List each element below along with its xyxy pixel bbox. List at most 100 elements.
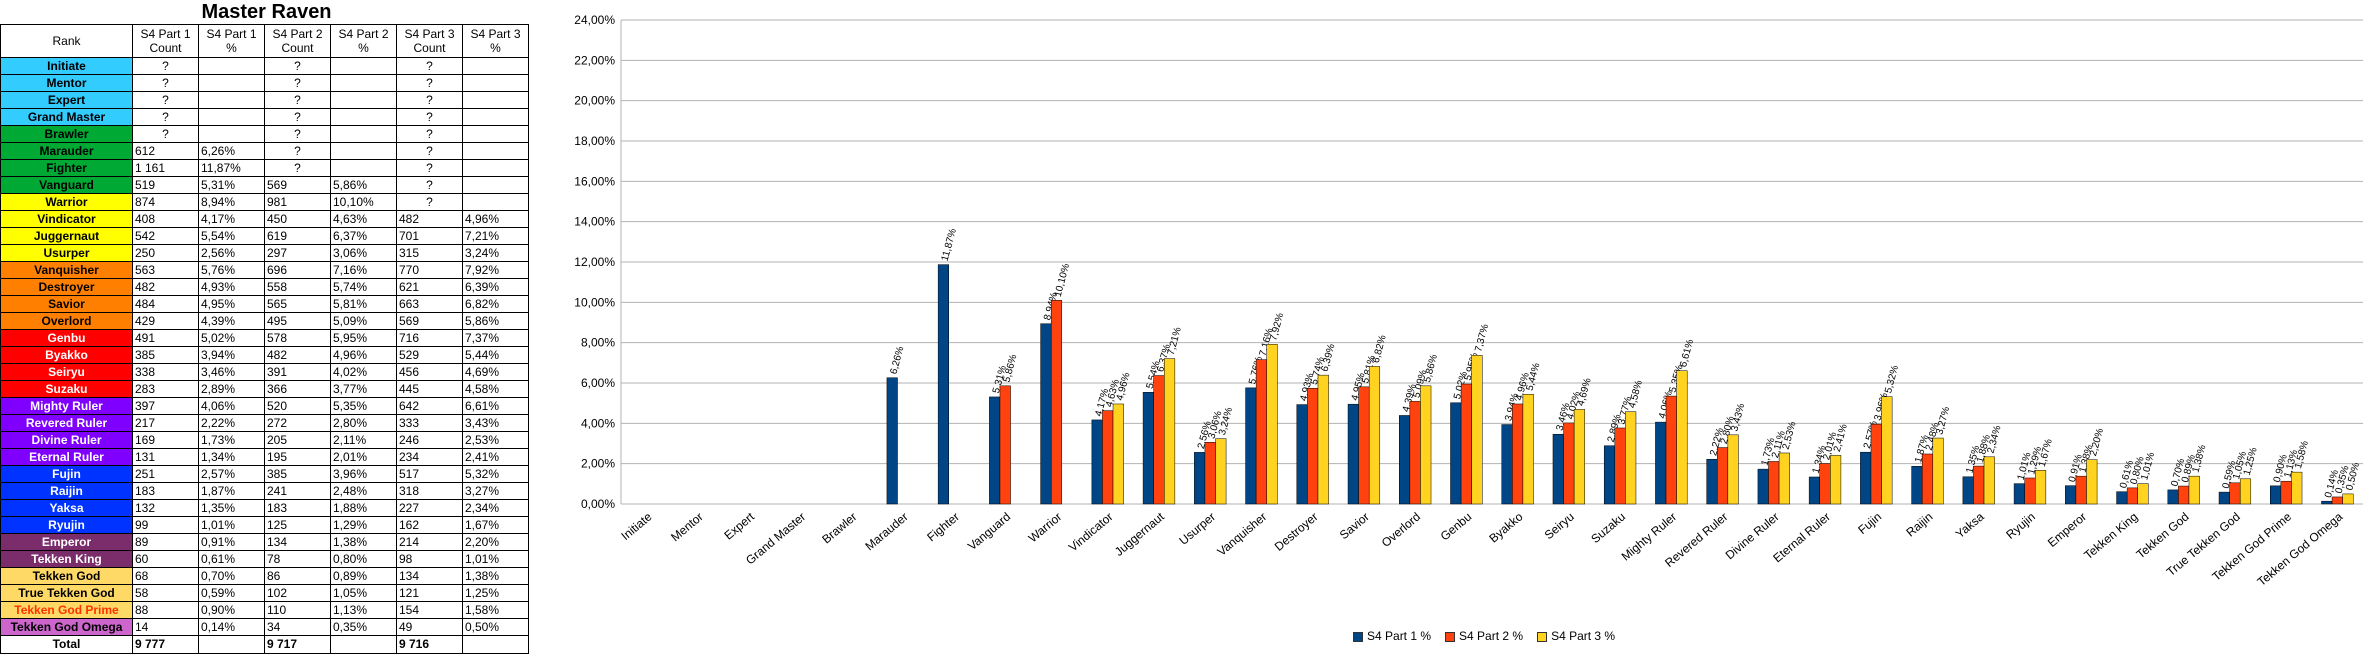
part2-count-cell: 391	[264, 363, 331, 381]
y-tick-label: 22,00%	[574, 53, 615, 67]
part3-percent-cell: 2,34%	[462, 499, 529, 517]
bar	[1727, 434, 1739, 505]
part1-percent-cell: 1,73%	[198, 431, 265, 449]
part2-percent-cell: 5,95%	[330, 329, 397, 347]
bar	[1307, 387, 1319, 505]
data-label: 1,01%	[2139, 451, 2157, 481]
part1-percent-cell: 1,87%	[198, 482, 265, 500]
data-label: 3,24%	[1217, 406, 1235, 436]
part2-count-cell: 696	[264, 261, 331, 279]
part3-count-cell: 227	[396, 499, 463, 517]
part3-count-cell: ?	[396, 176, 463, 194]
x-tick-label: Suzaku	[1588, 510, 1628, 546]
bar	[1142, 392, 1154, 505]
part1-percent-cell	[198, 125, 265, 143]
part1-count-cell: 542	[132, 227, 199, 245]
part1-count-cell: 491	[132, 329, 199, 347]
part3-percent-cell: 5,86%	[462, 312, 529, 330]
rank-cell: Vindicator	[0, 210, 133, 228]
y-tick-label: 18,00%	[574, 134, 615, 148]
part1-percent-cell: 0,91%	[198, 533, 265, 551]
part2-percent-cell: 3,06%	[330, 244, 397, 262]
part3-percent-cell: 2,53%	[462, 431, 529, 449]
part1-count-cell: 283	[132, 380, 199, 398]
part2-count-cell: ?	[264, 91, 331, 109]
table-row: Suzaku 283 2,89% 366 3,77% 445 4,58%	[0, 380, 529, 398]
data-label: 6,26%	[888, 345, 906, 375]
bar	[2167, 489, 2179, 505]
x-tick-label: Savior	[1337, 510, 1372, 543]
data-label: 7,92%	[1268, 312, 1286, 342]
part1-percent-cell: 2,56%	[198, 244, 265, 262]
table-row: True Tekken God 58 0,59% 102 1,05% 121 1,25%	[0, 584, 529, 602]
bar	[1296, 404, 1308, 505]
rank-cell: Expert	[0, 91, 133, 109]
rank-cell: Tekken King	[0, 550, 133, 568]
x-tick-label: Mentor	[668, 510, 706, 545]
part3-percent-cell: 2,20%	[462, 533, 529, 551]
header-part2-percent: S4 Part 2 %	[330, 24, 397, 58]
part2-percent-cell	[330, 142, 397, 160]
part2-percent-cell: 0,89%	[330, 567, 397, 585]
legend-item: S4 Part 2 %	[1445, 630, 1523, 643]
part3-count-cell: 315	[396, 244, 463, 262]
y-tick-label: 14,00%	[574, 215, 615, 229]
bar	[1573, 409, 1585, 505]
table-row: Fujin 251 2,57% 385 3,96% 517 5,32%	[0, 465, 529, 483]
part1-percent-cell: 3,94%	[198, 346, 265, 364]
part3-percent-cell: 1,67%	[462, 516, 529, 534]
part1-count-cell: 58	[132, 584, 199, 602]
part2-percent-cell: 10,10%	[330, 193, 397, 211]
bar	[2116, 491, 2128, 505]
rank-cell: Warrior	[0, 193, 133, 211]
header-part3-count: S4 Part 3 Count	[396, 24, 463, 58]
part1-percent-cell: 2,22%	[198, 414, 265, 432]
bar	[1552, 433, 1564, 505]
table-row: Juggernaut 542 5,54% 619 6,37% 701 7,21%	[0, 227, 529, 245]
table-row: Brawler???	[0, 125, 529, 143]
x-tick-label: Fujin	[1855, 510, 1884, 537]
bar	[1471, 355, 1483, 505]
part3-count-cell: 134	[396, 567, 463, 585]
rank-cell: Divine Ruler	[0, 431, 133, 449]
y-tick-label: 10,00%	[574, 295, 615, 309]
bar	[1706, 458, 1718, 505]
rank-cell: Juggernaut	[0, 227, 133, 245]
table-row: Divine Ruler 169 1,73% 205 2,11% 246 2,53%	[0, 431, 529, 449]
part2-count-cell: ?	[264, 108, 331, 126]
part1-count-cell: 250	[132, 244, 199, 262]
table-row: Genbu 491 5,02% 578 5,95% 716 7,37%	[0, 329, 529, 347]
part1-percent-cell: 5,76%	[198, 261, 265, 279]
part1-count-cell: 14	[132, 618, 199, 636]
bar	[2013, 483, 2025, 505]
bar	[1317, 374, 1329, 505]
part1-percent-cell: 4,93%	[198, 278, 265, 296]
part3-percent-cell: 3,24%	[462, 244, 529, 262]
part2-count-cell: 34	[264, 618, 331, 636]
part3-count-cell: 529	[396, 346, 463, 364]
x-tick-label: Raijin	[1903, 510, 1935, 540]
bar	[2075, 475, 2087, 505]
part1-count-cell: 217	[132, 414, 199, 432]
y-tick-label: 12,00%	[574, 255, 615, 269]
table-row: Grand Master???	[0, 108, 529, 126]
part1-percent-cell: 5,02%	[198, 329, 265, 347]
part2-percent-cell: 7,16%	[330, 261, 397, 279]
bar	[2270, 485, 2282, 505]
bar	[1204, 442, 1216, 505]
rank-cell: Vanquisher	[0, 261, 133, 279]
header-rank: Rank	[0, 24, 133, 58]
y-tick-label: 24,00%	[574, 13, 615, 27]
part3-percent-cell: 1,01%	[462, 550, 529, 568]
rank-cell: Marauder	[0, 142, 133, 160]
data-label: 0,50%	[2344, 461, 2362, 491]
data-label: 3,43%	[1729, 402, 1747, 432]
part3-percent-cell	[462, 108, 529, 126]
part2-percent-cell: 1,05%	[330, 584, 397, 602]
y-tick-label: 2,00%	[581, 457, 615, 471]
rank-distribution-chart: 0,00% 2,00% 4,00% 6,00% 8,00% 10,00% 12,00% 14,…	[533, 0, 2374, 666]
y-tick-label: 4,00%	[581, 416, 615, 430]
rank-cell: Usurper	[0, 244, 133, 262]
rank-cell: Destroyer	[0, 278, 133, 296]
part2-percent-cell: 2,11%	[330, 431, 397, 449]
